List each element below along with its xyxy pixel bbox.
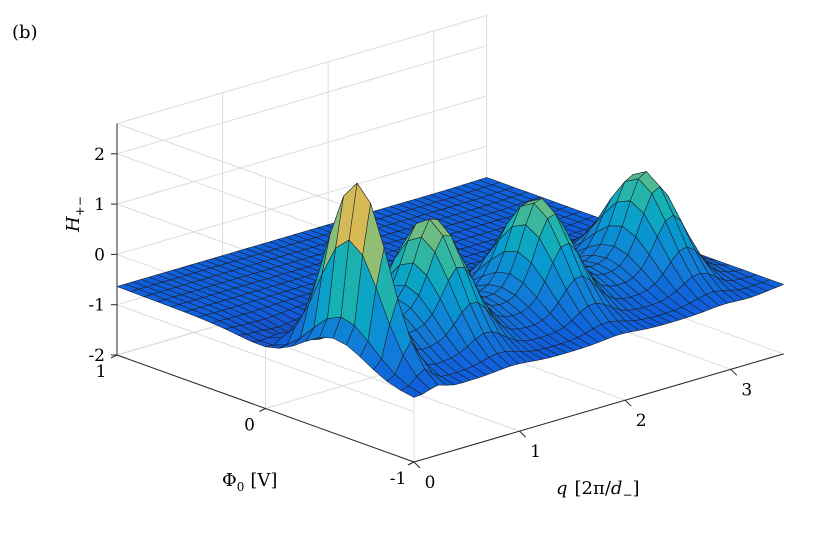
z-tick-label: -2 <box>88 346 105 366</box>
x-tick-label: 2 <box>636 411 647 431</box>
x-axis-label-d: d <box>611 478 623 499</box>
y-tick-mark <box>407 461 415 466</box>
z-axis-label: H+− <box>63 196 87 233</box>
y-tick-label: -1 <box>390 469 407 489</box>
surface-facet <box>400 385 423 398</box>
x-axis-label-sub: − <box>622 488 632 502</box>
y-tick-label: 0 <box>244 416 255 436</box>
x-axis-label-var: q <box>556 478 568 499</box>
y-tick-mark <box>259 408 266 412</box>
x-axis-label-open: [2π/ <box>575 478 612 499</box>
panel-label: (b) <box>12 22 38 43</box>
x-tick-label: 1 <box>530 442 541 462</box>
y-tick-label: 1 <box>96 362 107 382</box>
z-tick-label: 2 <box>94 145 105 165</box>
z-tick-label: -1 <box>88 296 105 316</box>
z-tick-label: 1 <box>94 195 105 215</box>
x-tick-mark <box>730 368 738 376</box>
y-axis-label-var: Φ <box>222 470 237 491</box>
y-axis-label: Φ0 [V] <box>222 470 277 494</box>
x-axis-line <box>413 353 784 463</box>
x-tick-label: 0 <box>425 473 436 493</box>
y-axis-label-sub: 0 <box>237 480 245 494</box>
x-tick-mark <box>413 461 421 469</box>
x-axis-label-close: ] <box>633 478 640 499</box>
z-tick-label: 0 <box>94 245 105 265</box>
x-tick-label: 3 <box>741 380 752 400</box>
z-axis-label-sub: +− <box>73 196 87 216</box>
surface <box>116 171 784 398</box>
x-tick-mark <box>519 430 526 438</box>
x-tick-mark <box>624 399 632 407</box>
x-axis-label: q [2π/d−] <box>556 478 640 502</box>
z-axis-label-var: H <box>63 216 84 233</box>
axes-lines <box>110 123 784 469</box>
y-axis-label-unit: [V] <box>250 470 277 491</box>
